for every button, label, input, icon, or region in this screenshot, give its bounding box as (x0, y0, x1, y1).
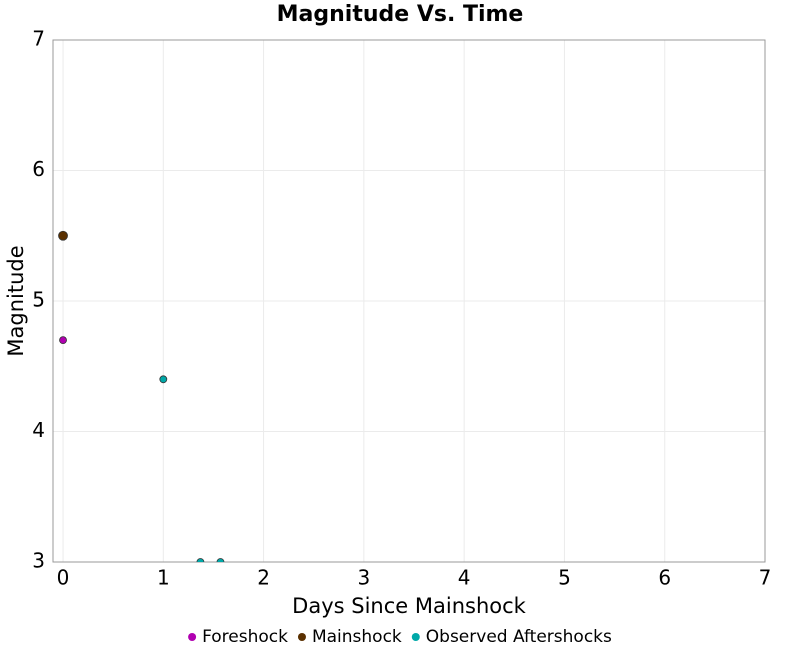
x-tick-label: 1 (157, 566, 170, 590)
data-point (159, 375, 168, 384)
x-tick-label: 6 (658, 566, 671, 590)
data-point (59, 336, 67, 345)
data-point (58, 230, 68, 241)
legend-label: Foreshock (202, 627, 288, 647)
y-tick-label: 4 (32, 418, 45, 442)
legend-marker (188, 633, 197, 641)
y-tick-label: 7 (32, 27, 45, 51)
data-point (216, 558, 225, 562)
x-tick-label: 0 (57, 566, 70, 590)
x-tick-label: 5 (558, 566, 571, 590)
chart-title: Magnitude Vs. Time (277, 2, 524, 27)
legend-marker (297, 633, 306, 641)
legend-label: Observed Aftershocks (426, 627, 612, 647)
x-axis-label: Days Since Mainshock (292, 594, 526, 618)
data-point (196, 558, 205, 562)
x-tick-label: 7 (759, 566, 772, 590)
x-tick-label: 3 (358, 566, 371, 590)
legend-marker (411, 633, 420, 641)
y-tick-label: 5 (32, 288, 45, 312)
x-tick-label: 2 (257, 566, 270, 590)
y-tick-label: 6 (32, 157, 45, 181)
plot-frame (52, 39, 766, 563)
y-axis-label: Magnitude (4, 245, 28, 356)
x-tick-label: 4 (458, 566, 471, 590)
legend-label: Mainshock (312, 627, 402, 647)
y-tick-label: 3 (32, 549, 45, 573)
